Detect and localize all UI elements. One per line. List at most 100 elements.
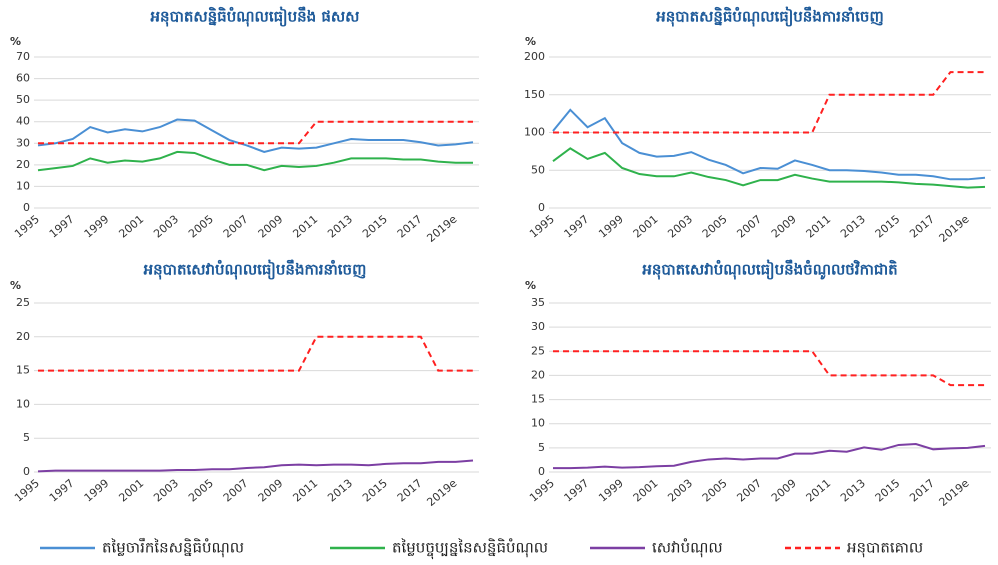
y-tick-label: 50 bbox=[531, 163, 545, 176]
x-tick-label: 2009 bbox=[256, 213, 286, 241]
x-tick-label: 2007 bbox=[734, 213, 764, 241]
y-tick-label: 40 bbox=[16, 115, 30, 128]
y-tick-label: 5 bbox=[23, 431, 30, 444]
x-tick-label: 2011 bbox=[804, 213, 834, 241]
series-line bbox=[37, 459, 474, 473]
y-tick-label: 50 bbox=[16, 93, 30, 106]
series-line bbox=[553, 350, 985, 387]
x-tick-label: 2019e bbox=[937, 212, 972, 244]
x-tick-label: 2011 bbox=[290, 477, 320, 505]
x-tick-label: 2009 bbox=[769, 477, 799, 505]
y-axis-label: % bbox=[10, 279, 21, 292]
y-tick-label: 10 bbox=[16, 397, 30, 410]
x-tick-label: 2017 bbox=[395, 477, 425, 505]
y-tick-label: 60 bbox=[16, 72, 30, 85]
series-line bbox=[553, 71, 985, 134]
y-tick-label: 20 bbox=[531, 368, 545, 381]
y-axis-label: % bbox=[525, 279, 536, 292]
x-tick-label: 1995 bbox=[12, 213, 42, 241]
x-tick-label: 1995 bbox=[12, 477, 42, 505]
x-tick-label: 2001 bbox=[116, 213, 146, 241]
x-tick-label: 2015 bbox=[873, 213, 903, 241]
chart-title: អនុបាតសន្និធិបំណុលធៀបនឹង ផសស bbox=[151, 7, 360, 28]
x-tick-label: 1999 bbox=[82, 213, 112, 241]
x-tick-label: 2019e bbox=[424, 476, 459, 508]
x-tick-label: 1997 bbox=[562, 213, 592, 241]
x-tick-label: 2005 bbox=[186, 213, 216, 241]
x-tick-label: 2009 bbox=[769, 213, 799, 241]
x-tick-label: 2003 bbox=[665, 477, 695, 505]
y-tick-label: 20 bbox=[16, 330, 30, 343]
x-tick-label: 2013 bbox=[838, 213, 868, 241]
y-tick-label: 30 bbox=[16, 136, 30, 149]
x-tick-label: 2017 bbox=[907, 477, 937, 505]
legend-label: តម្លៃចារឹកនៃសន្និធិបំណុល bbox=[102, 538, 244, 558]
x-tick-label: 2013 bbox=[325, 213, 355, 241]
x-tick-label: 2017 bbox=[907, 213, 937, 241]
x-tick-label: 2015 bbox=[873, 477, 903, 505]
y-tick-label: 0 bbox=[23, 201, 30, 214]
x-tick-label: 2001 bbox=[116, 477, 146, 505]
series-line bbox=[552, 108, 986, 181]
x-tick-label: 2001 bbox=[631, 213, 661, 241]
y-tick-label: 20 bbox=[16, 158, 30, 171]
chart-title: អនុបាតសេវាបំណុលធៀបនឹងចំណូលថវិកាជាតិ bbox=[642, 260, 897, 281]
x-tick-label: 1997 bbox=[47, 477, 77, 505]
x-tick-label: 2007 bbox=[734, 477, 764, 505]
y-tick-label: 25 bbox=[16, 296, 30, 309]
legend-label: សេវាបំណុល bbox=[652, 538, 723, 558]
y-axis-label: % bbox=[10, 35, 21, 48]
x-tick-label: 1995 bbox=[527, 477, 557, 505]
y-tick-label: 35 bbox=[531, 296, 545, 309]
y-tick-label: 70 bbox=[16, 50, 30, 63]
x-tick-label: 2003 bbox=[151, 477, 181, 505]
y-tick-label: 10 bbox=[16, 179, 30, 192]
x-tick-label: 2005 bbox=[700, 213, 730, 241]
series-line bbox=[553, 442, 986, 470]
y-tick-label: 10 bbox=[531, 417, 545, 430]
y-tick-label: 30 bbox=[531, 320, 545, 333]
y-tick-label: 100 bbox=[524, 126, 545, 139]
y-tick-label: 25 bbox=[531, 344, 545, 357]
x-tick-label: 2001 bbox=[631, 477, 661, 505]
y-tick-label: 0 bbox=[538, 201, 545, 214]
legend-label: តម្លៃបច្ចុប្បន្ននៃសន្និធិបំណុល bbox=[392, 538, 548, 560]
x-tick-label: 1997 bbox=[47, 213, 77, 241]
y-tick-label: 150 bbox=[524, 88, 545, 101]
series-line bbox=[38, 335, 473, 372]
chart-title: អនុបាតសន្និធិបំណុលធៀបនឹងការនាំចេញ bbox=[656, 7, 884, 28]
x-tick-label: 1995 bbox=[527, 213, 557, 241]
y-tick-label: 15 bbox=[16, 364, 30, 377]
x-tick-label: 2019e bbox=[937, 476, 972, 508]
x-tick-label: 2005 bbox=[186, 477, 216, 505]
x-tick-label: 2011 bbox=[804, 477, 834, 505]
x-tick-label: 1999 bbox=[596, 213, 626, 241]
series-line bbox=[552, 147, 986, 189]
x-tick-label: 1997 bbox=[562, 477, 592, 505]
x-tick-label: 2017 bbox=[395, 213, 425, 241]
x-tick-label: 2003 bbox=[665, 213, 695, 241]
legend-label: អនុបាតគោល bbox=[847, 539, 923, 558]
x-tick-label: 2007 bbox=[221, 213, 251, 241]
x-tick-label: 2003 bbox=[151, 213, 181, 241]
x-tick-label: 2009 bbox=[256, 477, 286, 505]
x-tick-label: 2019e bbox=[424, 212, 459, 244]
x-tick-label: 2007 bbox=[221, 477, 251, 505]
x-tick-label: 2015 bbox=[360, 477, 390, 505]
series-line bbox=[38, 120, 473, 145]
y-tick-label: 0 bbox=[23, 465, 30, 478]
y-tick-label: 15 bbox=[531, 393, 545, 406]
x-tick-label: 2013 bbox=[838, 477, 868, 505]
x-tick-label: 1999 bbox=[596, 477, 626, 505]
x-tick-label: 1999 bbox=[82, 477, 112, 505]
y-axis-label: % bbox=[525, 35, 536, 48]
series-line bbox=[37, 118, 474, 153]
x-tick-label: 2005 bbox=[700, 477, 730, 505]
y-tick-label: 200 bbox=[524, 50, 545, 63]
y-tick-label: 0 bbox=[538, 465, 545, 478]
chart-title: អនុបាតសេវាបំណុលធៀបនឹងការនាំចេញ bbox=[144, 260, 367, 281]
x-tick-label: 2013 bbox=[325, 477, 355, 505]
series-line bbox=[37, 150, 473, 172]
x-tick-label: 2015 bbox=[360, 213, 390, 241]
